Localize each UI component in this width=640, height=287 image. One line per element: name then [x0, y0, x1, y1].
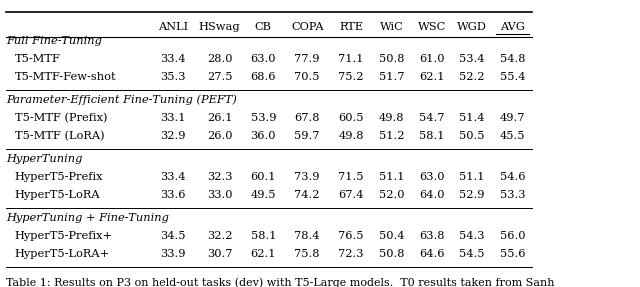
Text: 64.6: 64.6: [419, 249, 444, 259]
Text: 53.3: 53.3: [500, 190, 525, 200]
Text: 50.8: 50.8: [379, 54, 404, 64]
Text: 36.0: 36.0: [251, 131, 276, 141]
Text: 34.5: 34.5: [161, 231, 186, 241]
Text: 49.8: 49.8: [339, 131, 364, 141]
Text: 54.8: 54.8: [500, 54, 525, 64]
Text: 77.9: 77.9: [294, 54, 320, 64]
Text: 52.9: 52.9: [460, 190, 484, 200]
Text: 54.6: 54.6: [500, 172, 525, 182]
Text: 54.3: 54.3: [460, 231, 484, 241]
Text: COPA: COPA: [291, 22, 323, 32]
Text: 50.4: 50.4: [379, 231, 404, 241]
Text: 62.1: 62.1: [419, 72, 444, 82]
Text: 50.5: 50.5: [460, 131, 484, 141]
Text: 33.4: 33.4: [161, 172, 186, 182]
Text: 72.3: 72.3: [339, 249, 364, 259]
Text: HyperT5-LoRA+: HyperT5-LoRA+: [15, 249, 110, 259]
Text: T5-MTF (LoRA): T5-MTF (LoRA): [15, 131, 104, 141]
Text: HSwag: HSwag: [198, 22, 241, 32]
Text: CB: CB: [255, 22, 272, 32]
Text: 51.1: 51.1: [460, 172, 484, 182]
Text: 32.3: 32.3: [207, 172, 232, 182]
Text: 26.0: 26.0: [207, 131, 232, 141]
Text: Parameter-Efficient Fine-Tuning (PEFT): Parameter-Efficient Fine-Tuning (PEFT): [6, 95, 237, 105]
Text: 71.1: 71.1: [339, 54, 364, 64]
Text: 74.2: 74.2: [294, 190, 320, 200]
Text: 59.7: 59.7: [294, 131, 320, 141]
Text: RTE: RTE: [339, 22, 363, 32]
Text: AVG: AVG: [500, 22, 525, 32]
Text: HyperT5-Prefix: HyperT5-Prefix: [15, 172, 103, 182]
Text: 67.8: 67.8: [294, 113, 320, 123]
Text: 51.2: 51.2: [379, 131, 404, 141]
Text: 32.9: 32.9: [161, 131, 186, 141]
Text: 60.1: 60.1: [251, 172, 276, 182]
Text: 33.4: 33.4: [161, 54, 186, 64]
Text: Full Fine-Tuning: Full Fine-Tuning: [6, 36, 102, 46]
Text: 75.2: 75.2: [339, 72, 364, 82]
Text: 49.8: 49.8: [379, 113, 404, 123]
Text: 52.2: 52.2: [460, 72, 484, 82]
Text: 51.4: 51.4: [460, 113, 484, 123]
Text: 73.9: 73.9: [294, 172, 320, 182]
Text: Table 1: Results on P3 on held-out tasks (dev) with T5-Large models.  T0 results: Table 1: Results on P3 on held-out tasks…: [6, 277, 555, 287]
Text: 27.5: 27.5: [207, 72, 232, 82]
Text: T5-MTF: T5-MTF: [15, 54, 61, 64]
Text: 61.0: 61.0: [419, 54, 444, 64]
Text: 28.0: 28.0: [207, 54, 232, 64]
Text: HyperT5-LoRA: HyperT5-LoRA: [15, 190, 100, 200]
Text: HyperTuning: HyperTuning: [6, 154, 83, 164]
Text: 33.0: 33.0: [207, 190, 232, 200]
Text: 63.8: 63.8: [419, 231, 444, 241]
Text: 63.0: 63.0: [419, 172, 444, 182]
Text: 30.7: 30.7: [207, 249, 232, 259]
Text: 71.5: 71.5: [339, 172, 364, 182]
Text: 51.1: 51.1: [379, 172, 404, 182]
Text: WGD: WGD: [457, 22, 487, 32]
Text: 54.5: 54.5: [460, 249, 484, 259]
Text: 33.6: 33.6: [161, 190, 186, 200]
Text: 51.7: 51.7: [379, 72, 404, 82]
Text: 53.4: 53.4: [460, 54, 484, 64]
Text: 58.1: 58.1: [251, 231, 276, 241]
Text: 75.8: 75.8: [294, 249, 320, 259]
Text: 63.0: 63.0: [251, 54, 276, 64]
Text: 55.6: 55.6: [500, 249, 525, 259]
Text: 33.1: 33.1: [161, 113, 186, 123]
Text: T5-MTF-Few-shot: T5-MTF-Few-shot: [15, 72, 116, 82]
Text: 55.4: 55.4: [500, 72, 525, 82]
Text: 53.9: 53.9: [251, 113, 276, 123]
Text: 33.9: 33.9: [161, 249, 186, 259]
Text: 76.5: 76.5: [339, 231, 364, 241]
Text: 52.0: 52.0: [379, 190, 404, 200]
Text: 78.4: 78.4: [294, 231, 320, 241]
Text: 50.8: 50.8: [379, 249, 404, 259]
Text: 62.1: 62.1: [251, 249, 276, 259]
Text: 49.7: 49.7: [500, 113, 525, 123]
Text: 45.5: 45.5: [500, 131, 525, 141]
Text: 67.4: 67.4: [339, 190, 364, 200]
Text: 60.5: 60.5: [339, 113, 364, 123]
Text: 58.1: 58.1: [419, 131, 444, 141]
Text: HyperT5-Prefix+: HyperT5-Prefix+: [15, 231, 113, 241]
Text: 32.2: 32.2: [207, 231, 232, 241]
Text: WiC: WiC: [380, 22, 403, 32]
Text: 35.3: 35.3: [161, 72, 186, 82]
Text: 70.5: 70.5: [294, 72, 320, 82]
Text: 68.6: 68.6: [251, 72, 276, 82]
Text: T5-MTF (Prefix): T5-MTF (Prefix): [15, 113, 108, 123]
Text: ANLI: ANLI: [158, 22, 188, 32]
Text: 49.5: 49.5: [251, 190, 276, 200]
Text: WSC: WSC: [417, 22, 446, 32]
Text: 54.7: 54.7: [419, 113, 444, 123]
Text: 56.0: 56.0: [500, 231, 525, 241]
Text: 26.1: 26.1: [207, 113, 232, 123]
Text: HyperTuning + Fine-Tuning: HyperTuning + Fine-Tuning: [6, 213, 169, 223]
Text: 64.0: 64.0: [419, 190, 444, 200]
